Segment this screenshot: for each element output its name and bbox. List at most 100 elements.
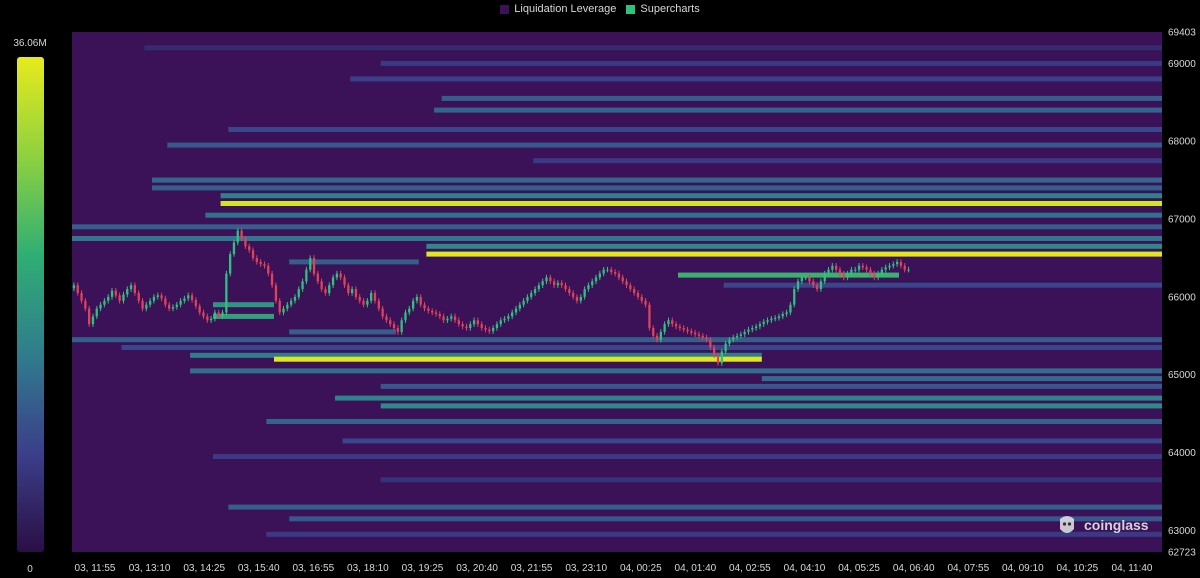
candle-body <box>682 328 685 330</box>
candle-body <box>301 281 304 290</box>
price-candle <box>674 321 678 330</box>
price-candle <box>644 298 647 308</box>
candle-body <box>583 289 586 297</box>
price-candle <box>720 348 723 366</box>
price-candle <box>842 270 845 281</box>
candle-body <box>362 300 365 305</box>
price-candle <box>415 294 419 304</box>
price-candle <box>190 292 194 303</box>
price-candle <box>469 321 472 331</box>
price-candle <box>404 309 407 323</box>
x-tick-label: 04, 10:25 <box>1057 563 1099 574</box>
candle-body <box>621 277 624 282</box>
candle-body <box>850 269 853 274</box>
candle-body <box>705 337 708 340</box>
price-candle <box>633 286 636 296</box>
candle-body <box>606 269 609 271</box>
price-candle <box>789 302 792 316</box>
price-candle <box>240 228 243 242</box>
price-candle <box>568 286 571 296</box>
candle-body <box>183 298 186 301</box>
liquidation-band <box>426 243 1162 249</box>
candle-body <box>644 300 647 305</box>
candle-body <box>743 331 746 335</box>
price-candle <box>339 270 342 281</box>
liquidation-band <box>152 185 1162 191</box>
price-candle <box>225 270 228 316</box>
candle-body <box>122 294 125 301</box>
candle-body <box>796 281 800 290</box>
price-candle <box>290 298 293 308</box>
candle-body <box>579 296 582 301</box>
price-candle <box>472 317 476 327</box>
candle-body <box>896 261 899 265</box>
candle-body <box>248 246 251 251</box>
candle-body <box>221 312 224 317</box>
price-candle <box>442 313 445 323</box>
candle-body <box>450 316 453 319</box>
candle-body <box>385 316 388 321</box>
liquidation-band <box>380 60 1162 66</box>
price-candle <box>278 298 281 316</box>
candle-body <box>145 304 148 309</box>
price-candle <box>324 286 327 296</box>
candle-body <box>903 265 906 270</box>
candle-body <box>766 320 769 322</box>
candle-body <box>480 324 483 328</box>
price-candle <box>434 309 438 317</box>
candle-body <box>152 296 156 301</box>
candle-body <box>446 318 449 321</box>
price-candle <box>735 333 739 341</box>
price-candle <box>606 266 609 273</box>
candle-body <box>556 282 560 286</box>
price-candle <box>614 269 617 277</box>
candle-body <box>190 295 194 300</box>
candle-body <box>461 324 464 327</box>
y-tick-label: 69000 <box>1168 59 1196 70</box>
candle-body <box>351 289 354 293</box>
price-candle <box>347 282 350 296</box>
price-candle <box>450 313 453 322</box>
candle-body <box>659 331 662 340</box>
price-candle <box>541 278 544 288</box>
candle-body <box>331 277 335 286</box>
price-candle <box>354 286 358 300</box>
candle-body <box>95 308 98 317</box>
candle-body <box>507 316 510 319</box>
x-axis: 03, 11:55 03, 13:10 03, 14:25 03, 15:40 03, … <box>75 563 1153 574</box>
price-candle <box>873 270 876 281</box>
price-candle <box>678 323 681 331</box>
price-candle <box>343 274 346 288</box>
candle-body <box>800 277 803 282</box>
candle-body <box>434 312 438 315</box>
liquidation-band <box>426 251 1162 257</box>
price-candle <box>899 259 903 269</box>
price-candle <box>598 270 601 281</box>
price-candle <box>453 313 457 323</box>
candle-body <box>892 264 895 266</box>
candle-body <box>240 230 243 239</box>
price-candle <box>213 309 217 322</box>
liquidation-band <box>167 142 1163 148</box>
candle-body <box>728 339 731 344</box>
legend-item-0[interactable]: Liquidation Leverage <box>500 3 616 15</box>
price-candle <box>770 316 773 323</box>
liquidation-band <box>289 329 396 335</box>
price-candle <box>686 326 689 334</box>
price-candle <box>438 311 441 320</box>
candle-body <box>149 300 152 305</box>
candle-body <box>755 326 758 329</box>
price-candle <box>579 294 582 304</box>
y-tick-label: 69403 <box>1168 28 1196 39</box>
price-candle <box>210 316 213 323</box>
candle-body <box>99 304 102 309</box>
price-candle <box>88 305 91 327</box>
price-candle <box>831 263 834 273</box>
y-tick-label: 68000 <box>1168 137 1196 148</box>
liquidation-band <box>228 127 1163 132</box>
price-candle <box>869 266 872 277</box>
candle-body <box>499 320 502 325</box>
candle-body <box>869 269 872 274</box>
legend-item-1[interactable]: Supercharts <box>626 3 700 15</box>
price-candle <box>392 321 396 331</box>
